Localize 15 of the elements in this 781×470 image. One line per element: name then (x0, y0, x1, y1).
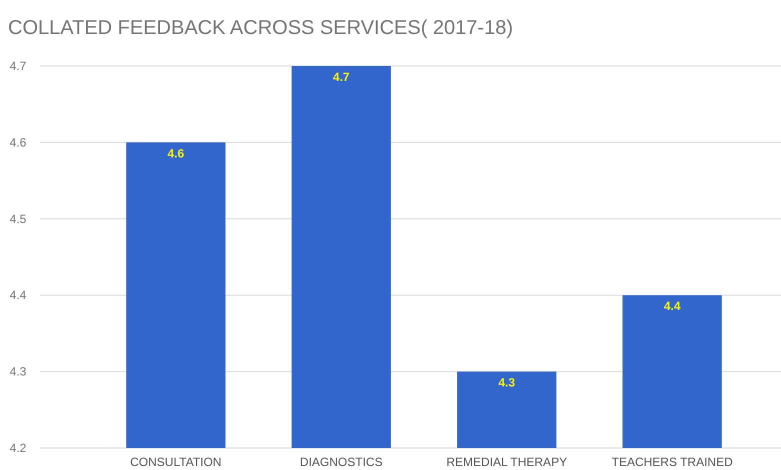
y-tick-label: 4.6 (10, 135, 27, 150)
data-label: 4.3 (498, 376, 516, 390)
x-tick-label: DIAGNOSTICS (300, 455, 383, 469)
data-label: 4.7 (332, 70, 350, 84)
x-tick-label: REMEDIAL THERAPY (446, 455, 568, 469)
data-label: 4.6 (167, 146, 184, 160)
y-tick-label: 4.4 (10, 288, 27, 302)
y-tick-label: 4.5 (10, 212, 27, 226)
chart-title: COLLATED FEEDBACK ACROSS SERVICES( 2017-18) (8, 17, 513, 39)
x-tick-label: TEACHERS TRAINED (612, 455, 734, 469)
y-tick-label: 4.7 (10, 59, 27, 73)
x-tick-label: CONSULTATION (130, 455, 222, 469)
y-tick-label: 4.3 (10, 364, 27, 379)
data-label: 4.4 (664, 299, 681, 314)
y-tick-label: 4.2 (10, 441, 27, 455)
